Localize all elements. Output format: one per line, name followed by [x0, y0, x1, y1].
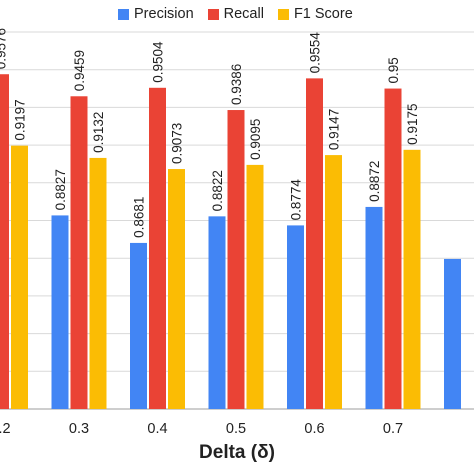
data-labels: 0.9576 0.9197 0.8827 0.9459 0.9132 0.8681 0.95…	[0, 28, 420, 238]
x-tick-label: 0.5	[226, 421, 246, 437]
bar-precision	[208, 216, 226, 409]
data-label: 0.9459	[72, 50, 87, 91]
data-label: 0.95	[386, 57, 401, 83]
legend-item-recall: Recall	[207, 6, 264, 22]
data-label: 0.9386	[229, 64, 244, 105]
data-label: 0.8872	[367, 161, 382, 202]
bar-recall	[70, 96, 88, 409]
legend-label-precision: Precision	[134, 6, 194, 22]
bar-f1-score	[246, 164, 264, 409]
legend-swatch-f1	[277, 8, 289, 20]
data-label: 0.8827	[53, 169, 68, 210]
bar-recall	[0, 74, 9, 409]
bar-precision	[444, 258, 461, 409]
legend-item-f1: F1 Score	[277, 6, 353, 22]
data-label: 0.9073	[170, 123, 185, 164]
data-label: 0.9554	[308, 32, 323, 74]
bar-precision	[51, 215, 69, 409]
x-axis-title: Delta (δ)	[199, 442, 275, 463]
legend-swatch-recall	[207, 8, 219, 20]
bar-precision	[365, 206, 383, 409]
bars	[0, 74, 461, 410]
data-label: 0.9095	[248, 119, 263, 160]
bar-f1-score	[168, 169, 185, 409]
bar-f1-score	[89, 157, 107, 409]
x-tick-label: 0.4	[147, 421, 167, 437]
bar-precision	[130, 242, 147, 409]
legend: Precision Recall F1 Score	[118, 6, 367, 22]
legend-item-precision: Precision	[118, 6, 194, 22]
data-label: 0.9197	[13, 99, 28, 140]
bar-f1-score	[403, 149, 421, 409]
legend-label-f1: F1 Score	[293, 6, 353, 22]
data-label: 0.8774	[289, 179, 304, 221]
data-label: 0.8681	[132, 197, 147, 238]
bar-recall	[227, 110, 245, 409]
bar-f1-score	[325, 155, 342, 409]
x-tick-label: 0.3	[69, 421, 89, 437]
legend-swatch-precision	[118, 8, 129, 20]
data-label: 0.9175	[405, 104, 420, 145]
data-label: 0.8822	[210, 170, 225, 211]
x-tick-labels: 0.2 0.3 0.4 0.5 0.6 0.7	[0, 421, 403, 437]
bar-recall	[306, 78, 323, 409]
data-label: 0.9132	[91, 112, 106, 153]
bar-f1-score	[11, 145, 28, 409]
data-label: 0.9576	[0, 28, 9, 69]
x-tick-label: 0.6	[304, 421, 324, 437]
x-axis-title-wrap: Delta (δ)	[0, 442, 474, 464]
bar-precision	[287, 225, 304, 409]
legend-label-recall: Recall	[223, 6, 264, 22]
x-tick-label: 0.2	[0, 421, 11, 437]
x-tick-label: 0.7	[383, 421, 403, 437]
data-label: 0.9147	[327, 109, 342, 150]
bar-recall	[384, 88, 402, 410]
bar-recall	[149, 87, 166, 410]
data-label: 0.9504	[151, 41, 166, 83]
